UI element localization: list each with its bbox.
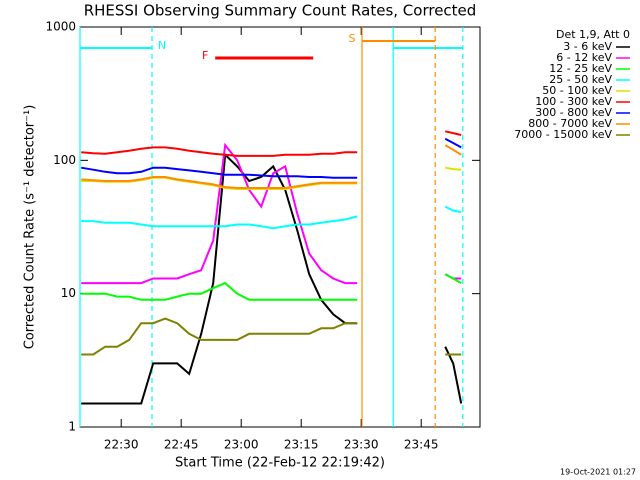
legend-label: 800 - 7000 keV <box>528 117 612 130</box>
legend-label: 50 - 100 keV <box>542 84 612 97</box>
legend-label: 3 - 6 keV <box>563 40 612 53</box>
interval-label: F <box>202 49 208 62</box>
series-line <box>81 152 358 405</box>
legend-label: 7000 - 15000 keV <box>514 128 612 141</box>
x-tick-label: 22:30 <box>104 438 139 452</box>
interval-label: S <box>349 32 356 45</box>
series-line <box>81 166 358 179</box>
legend-label: 300 - 800 keV <box>535 106 612 119</box>
series-line <box>444 130 462 136</box>
interval-label: N <box>158 39 166 52</box>
x-tick-label: 23:45 <box>404 438 439 452</box>
y-tick-label: 1 <box>68 420 76 434</box>
footer: 19-Oct-2021 01:27 <box>560 468 636 477</box>
series-line <box>81 176 358 189</box>
y-tick-label: 1000 <box>45 20 76 34</box>
series-line <box>444 346 463 404</box>
legend-label: 6 - 12 keV <box>556 51 612 64</box>
x-axis-label: Start Time (22-Feb-12 22:19:42) <box>175 456 385 471</box>
series-line <box>444 273 462 284</box>
x-tick-label: 23:15 <box>284 438 319 452</box>
y-tick-label: 10 <box>61 286 76 300</box>
x-tick-label: 22:45 <box>164 438 199 452</box>
legend-label: 100 - 300 keV <box>535 95 612 108</box>
series-line <box>445 166 462 171</box>
x-tick-label: 23:00 <box>224 438 259 452</box>
series-line <box>81 281 358 301</box>
series-line <box>444 205 462 213</box>
series-line <box>81 142 358 285</box>
chart-title: RHESSI Observing Summary Count Rates, Co… <box>84 2 477 20</box>
legend-title: Det 1,9, Att 0 <box>556 28 630 41</box>
series-line <box>444 144 462 156</box>
y-axis-label: Corrected Count Rate (s⁻¹ detector⁻¹) <box>23 105 38 350</box>
series-line <box>81 317 358 356</box>
x-tick-label: 23:30 <box>344 438 379 452</box>
legend-label: 25 - 50 keV <box>549 73 612 86</box>
y-tick-label: 100 <box>53 153 76 167</box>
series-line <box>444 137 462 149</box>
series-line <box>81 215 358 230</box>
legend-label: 12 - 25 keV <box>549 62 612 75</box>
series-line <box>81 146 358 157</box>
